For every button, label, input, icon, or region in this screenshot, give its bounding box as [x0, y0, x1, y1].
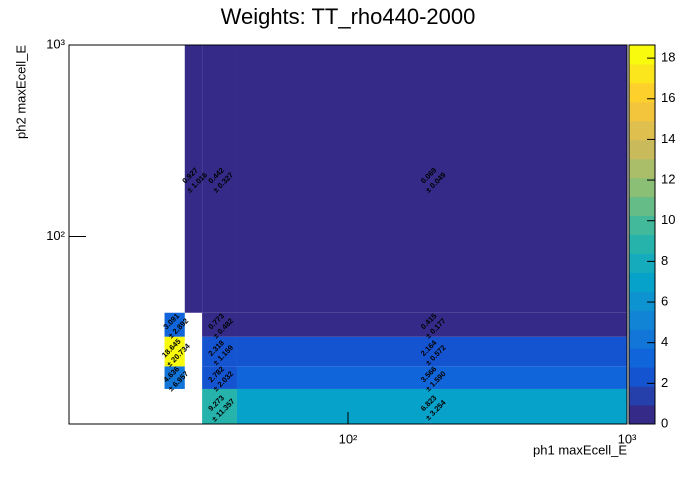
colorbar-tick-label: 18 — [661, 50, 675, 65]
colorbar-tick-label: 10 — [661, 212, 675, 227]
colorbar-band — [629, 348, 655, 368]
colorbar-tick-label: 0 — [661, 415, 668, 430]
colorbar-band — [629, 329, 655, 349]
colorbar-band — [629, 367, 655, 387]
colorbar-band — [629, 101, 655, 122]
y-tick-label: 10³ — [46, 36, 65, 51]
colorbar-tick-label: 6 — [661, 293, 668, 308]
colorbar-band — [629, 177, 655, 198]
colorbar-band — [629, 196, 655, 217]
heatmap-cell — [202, 388, 237, 424]
heatmap-cell — [164, 366, 185, 389]
colorbar-band — [629, 272, 655, 292]
heatmap-cell — [202, 366, 237, 389]
heatmap-cell — [202, 45, 237, 313]
colorbar-band — [629, 386, 655, 406]
y-tick-label: 10² — [46, 228, 65, 243]
x-tick-label: 10² — [339, 431, 358, 446]
heatmap-cell — [236, 312, 627, 337]
colorbar-tick-label: 14 — [661, 131, 675, 146]
colorbar: 0 2 4 6 8 10 12 14 16 18 — [628, 44, 675, 430]
colorbar-band — [629, 120, 655, 141]
colorbar-band — [629, 215, 655, 235]
heatmap-cell — [236, 366, 627, 389]
colorbar-tick-label: 12 — [661, 172, 675, 187]
colorbar-band — [629, 405, 655, 425]
heatmap-cell — [164, 312, 185, 337]
heatmap-cell — [236, 45, 627, 313]
colorbar-band — [629, 234, 655, 254]
heatmap-cell — [164, 336, 185, 367]
colorbar-tick-label: 16 — [661, 90, 675, 105]
y-axis-label: ph2 maxEcell_E — [13, 45, 28, 139]
colorbar-frame — [628, 44, 656, 425]
colorbar-band — [629, 139, 655, 160]
colorbar-tick-label: 8 — [661, 253, 668, 268]
x-tick-label: 10³ — [618, 431, 637, 446]
cells — [164, 45, 627, 424]
colorbar-band — [629, 63, 655, 84]
heatmap-cell — [202, 312, 237, 337]
colorbar-band — [629, 82, 655, 103]
colorbar-band — [629, 45, 655, 65]
colorbar-band — [629, 291, 655, 311]
heatmap-cell — [236, 388, 627, 424]
colorbar-band — [629, 158, 655, 179]
colorbar-tick-label: 2 — [661, 375, 668, 390]
chart-title: Weights: TT_rho440-2000 — [221, 4, 476, 29]
colorbar-band — [629, 253, 655, 273]
heatmap-cell — [184, 45, 203, 313]
x-axis-label: ph1 maxEcell_E — [533, 442, 627, 457]
colorbar-band — [629, 310, 655, 330]
heatmap-cell — [236, 336, 627, 367]
heatmap-cell — [202, 336, 237, 367]
colorbar-tick-label: 4 — [661, 334, 668, 349]
